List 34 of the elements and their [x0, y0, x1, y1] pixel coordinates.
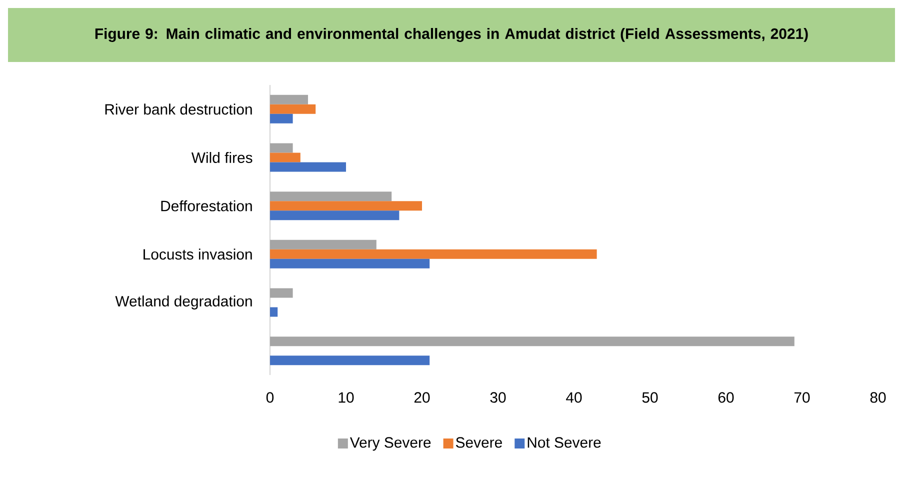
y-tick-label: Wetland degradation — [115, 296, 252, 310]
bar — [270, 104, 316, 114]
bar — [270, 201, 422, 211]
bar — [270, 192, 392, 202]
legend-label: Very Severe — [350, 437, 431, 451]
bar — [270, 258, 430, 268]
bar — [270, 143, 293, 153]
x-tick-label: 40 — [566, 392, 582, 403]
y-tick-label: River bank destruction — [105, 104, 252, 115]
x-tick-label: 50 — [642, 392, 658, 403]
y-tick-label: Locusts invasion — [144, 248, 252, 260]
y-tick-label: Wild fires — [191, 152, 252, 163]
x-tick-label: 10 — [338, 392, 354, 403]
x-tick-label: 70 — [794, 392, 810, 403]
chart-title: Figure 9: Main climatic and environmental challenges in Amudat district (Field Assessments, 2021) — [95, 28, 808, 42]
bar — [270, 356, 430, 366]
bar — [270, 94, 308, 104]
legend-label: Severe — [456, 437, 502, 448]
bar — [270, 249, 597, 259]
x-tick-label: 20 — [414, 392, 430, 403]
legend-label: Not Severe — [528, 437, 601, 448]
x-tick-label: 30 — [490, 392, 506, 403]
x-tick-label: 80 — [870, 392, 886, 403]
x-tick-label: 60 — [718, 392, 734, 403]
bar — [270, 114, 293, 124]
bar — [270, 288, 293, 298]
bar — [270, 240, 376, 250]
bar — [270, 210, 400, 220]
x-tick-label: 0 — [266, 392, 274, 403]
bar — [270, 162, 346, 172]
bar — [270, 307, 278, 317]
bar — [270, 152, 300, 162]
bar — [270, 336, 794, 346]
y-tick-label: Defforestation — [161, 200, 252, 212]
